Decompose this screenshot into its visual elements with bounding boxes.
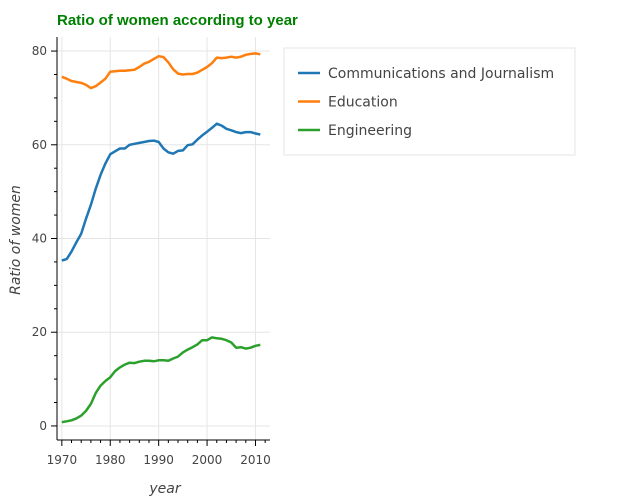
legend: Communications and Journalism Education En… [283, 47, 576, 156]
legend-label-1: Communications and Journalism [328, 66, 554, 82]
y-axis-label: Ratio of women [8, 185, 24, 295]
series-line-2 [61, 52, 261, 90]
x-tick-label-2000: 2000 [192, 453, 223, 467]
x-axis-label: year [148, 481, 181, 497]
chart-title: Ratio of women according to year [57, 12, 298, 29]
y-tick-label-20: 20 [32, 325, 47, 339]
series-line-3 [61, 336, 261, 424]
legend-box [283, 47, 576, 156]
grid [57, 37, 270, 440]
x-tick-label-1970: 1970 [47, 453, 78, 467]
plot-lines [61, 52, 261, 424]
y-tick-label-60: 60 [32, 138, 47, 152]
axes: 0 20 40 60 80 1970 1980 1990 2000 2010 [32, 37, 271, 467]
legend-label-3: Engineering [328, 123, 412, 139]
x-tick-label-2010: 2010 [240, 453, 271, 467]
y-tick-label-0: 0 [39, 419, 47, 433]
x-tick-label-1990: 1990 [143, 453, 174, 467]
x-tick-label-1980: 1980 [95, 453, 126, 467]
legend-label-2: Education [328, 95, 398, 111]
y-tick-label-40: 40 [32, 232, 47, 246]
series-line-1 [61, 122, 261, 262]
y-tick-label-80: 80 [32, 44, 47, 58]
